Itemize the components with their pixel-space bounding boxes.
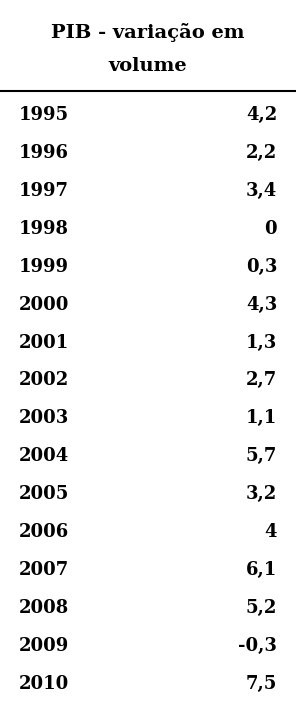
Text: 2006: 2006 [19,523,69,541]
Text: 7,5: 7,5 [246,675,277,693]
Text: 1,1: 1,1 [246,410,277,427]
Text: 2002: 2002 [19,371,69,390]
Text: 2009: 2009 [19,636,69,655]
Text: volume: volume [109,57,187,75]
Text: 5,2: 5,2 [246,599,277,617]
Text: 1998: 1998 [19,220,69,238]
Text: 4: 4 [265,523,277,541]
Text: 2004: 2004 [19,447,69,465]
Text: 2,2: 2,2 [246,144,277,162]
Text: 1,3: 1,3 [246,333,277,351]
Text: 4,2: 4,2 [246,106,277,124]
Text: 5,7: 5,7 [246,447,277,465]
Text: 2,7: 2,7 [246,371,277,390]
Text: 3,2: 3,2 [246,485,277,503]
Text: -0,3: -0,3 [238,636,277,655]
Text: 2005: 2005 [19,485,69,503]
Text: 0: 0 [264,220,277,238]
Text: 4,3: 4,3 [246,296,277,314]
Text: 2003: 2003 [19,410,69,427]
Text: 1997: 1997 [19,182,69,200]
Text: PIB - variação em: PIB - variação em [51,23,245,42]
Text: 2008: 2008 [19,599,69,617]
Text: 2001: 2001 [19,333,69,351]
Text: 1999: 1999 [19,258,69,276]
Text: 6,1: 6,1 [246,561,277,579]
Text: 2000: 2000 [19,296,69,314]
Text: 2007: 2007 [19,561,69,579]
Text: 3,4: 3,4 [246,182,277,200]
Text: 0,3: 0,3 [246,258,277,276]
Text: 1996: 1996 [19,144,69,162]
Text: 2010: 2010 [19,675,69,693]
Text: 1995: 1995 [19,106,69,124]
